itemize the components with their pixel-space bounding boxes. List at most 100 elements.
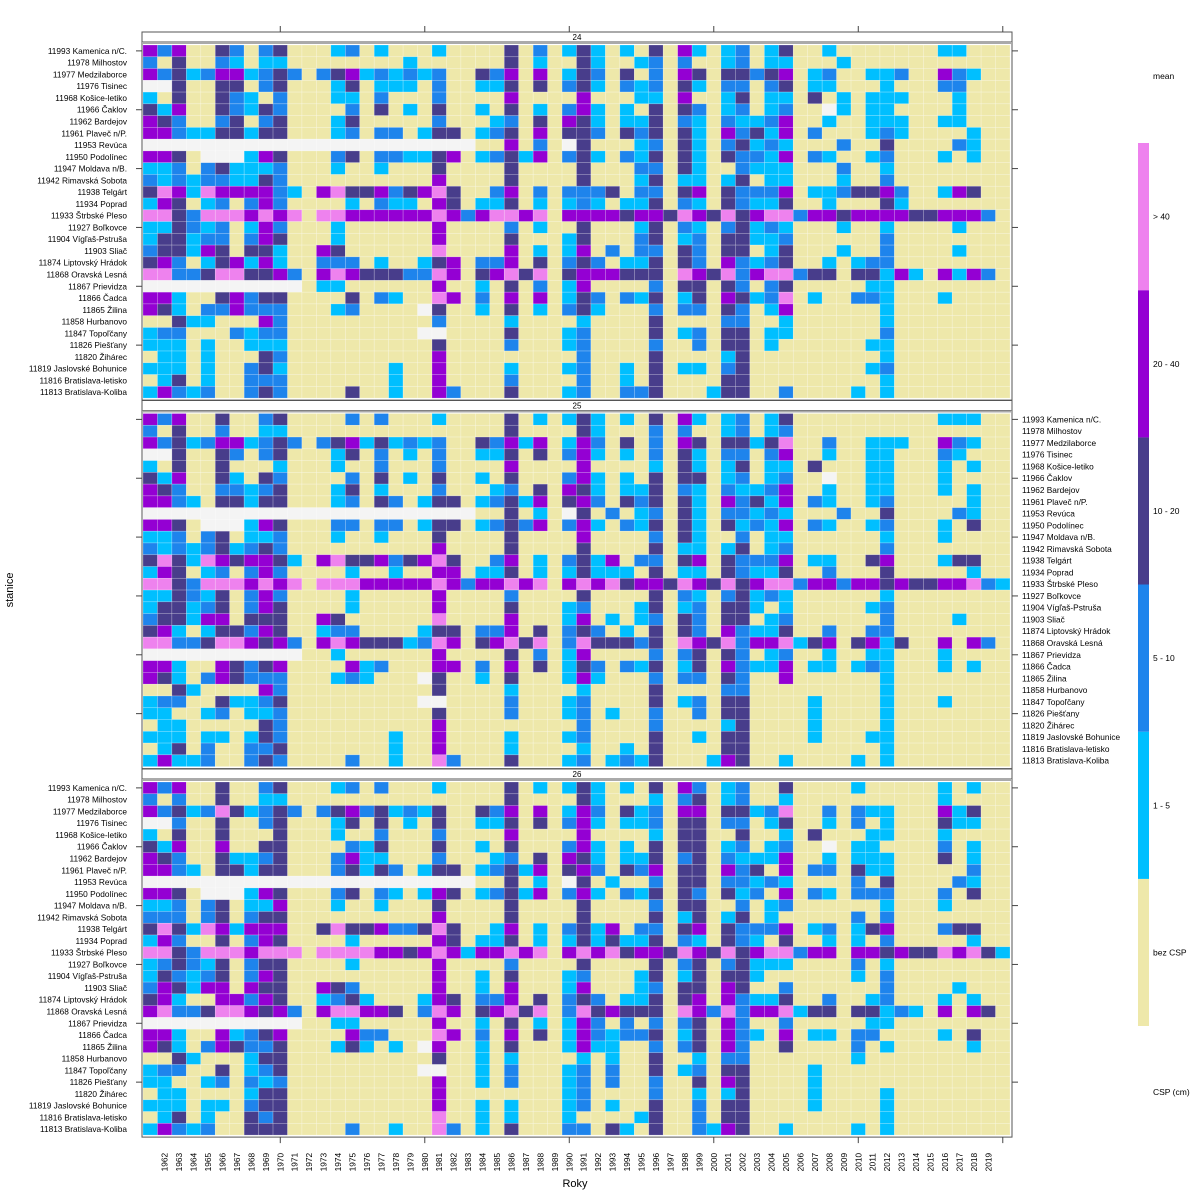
heatmap-cell <box>778 221 794 234</box>
heatmap-cell <box>171 981 187 995</box>
heatmap-cell <box>330 981 346 995</box>
heatmap-cell <box>937 566 953 579</box>
heatmap-cell <box>503 970 519 983</box>
heatmap-cell <box>489 162 505 175</box>
heatmap-cell <box>186 138 202 152</box>
heatmap-cell <box>836 922 852 936</box>
heatmap-cell <box>922 754 939 767</box>
heatmap-cell <box>648 327 664 340</box>
heatmap-cell <box>446 719 462 732</box>
heatmap-cell <box>475 958 491 971</box>
heatmap-cell <box>402 386 418 399</box>
heatmap-cell <box>518 209 534 222</box>
heatmap-cell <box>879 162 895 175</box>
heatmap-cell <box>778 138 794 152</box>
heatmap-cell <box>850 519 866 532</box>
heatmap-cell <box>778 436 794 450</box>
heatmap-cell <box>344 625 361 638</box>
heatmap-cell <box>214 268 230 281</box>
heatmap-cell <box>142 150 158 163</box>
heatmap-cell <box>619 887 635 900</box>
heatmap-cell <box>807 127 823 140</box>
heatmap-cell <box>186 672 202 685</box>
heatmap-cell <box>677 495 693 508</box>
heatmap-cell <box>561 946 577 959</box>
heatmap-cell <box>590 472 606 485</box>
heatmap-cell <box>792 1040 808 1054</box>
heatmap-cell <box>388 91 404 105</box>
heatmap-cell <box>966 91 982 105</box>
heatmap-cell <box>561 864 577 877</box>
heatmap-cell <box>475 362 491 375</box>
heatmap-cell <box>648 1017 664 1030</box>
heatmap-cell <box>677 338 693 352</box>
heatmap-cell <box>995 875 1011 889</box>
heatmap-cell <box>344 922 361 936</box>
heatmap-cell <box>330 683 346 697</box>
heatmap-cell <box>489 460 505 473</box>
heatmap-cell <box>532 150 548 163</box>
heatmap-cell <box>214 530 230 544</box>
heatmap-cell <box>359 374 375 387</box>
heatmap-cell <box>446 268 462 281</box>
heatmap-cell <box>605 899 621 912</box>
heatmap-cell <box>966 1028 982 1042</box>
heatmap-cell <box>706 719 722 732</box>
heatmap-cell <box>417 80 433 93</box>
heatmap-cell <box>792 280 808 293</box>
heatmap-cell <box>229 374 245 387</box>
heatmap-cell <box>720 934 736 948</box>
heatmap-cell <box>619 315 635 328</box>
heatmap-cell <box>301 338 317 352</box>
heatmap-cell <box>489 981 505 995</box>
heatmap-cell <box>807 197 823 211</box>
heatmap-cell <box>995 793 1011 806</box>
heatmap-cell <box>922 460 939 473</box>
heatmap-cell <box>258 138 274 152</box>
heatmap-cell <box>475 483 491 497</box>
heatmap-cell <box>142 1017 158 1030</box>
heatmap-cell <box>518 828 534 842</box>
heatmap-cell <box>243 507 259 520</box>
heatmap-cell <box>214 707 230 720</box>
heatmap-cell <box>807 115 823 128</box>
heatmap-cell <box>142 386 158 399</box>
heatmap-cell <box>446 115 462 128</box>
heatmap-cell <box>200 864 216 877</box>
heatmap-cell <box>966 554 982 567</box>
heatmap-cell <box>720 221 736 234</box>
heatmap-cell <box>243 566 259 579</box>
heatmap-cell <box>431 91 447 105</box>
heatmap-cell <box>633 993 650 1006</box>
heatmap-cell <box>446 730 462 744</box>
heatmap-cell <box>402 899 418 912</box>
heatmap-cell <box>460 981 476 995</box>
heatmap-cell <box>576 374 592 387</box>
heatmap-cell <box>908 730 924 744</box>
heatmap-cell <box>417 280 433 293</box>
heatmap-cell <box>908 1005 924 1018</box>
heatmap-cell <box>576 68 592 81</box>
heatmap-cell <box>547 934 563 948</box>
heatmap-cell <box>446 934 462 948</box>
heatmap-cell <box>503 613 519 626</box>
heatmap-cell <box>648 946 664 959</box>
heatmap-cell <box>373 460 389 473</box>
heatmap-cell <box>489 127 505 140</box>
heatmap-cell <box>807 566 823 579</box>
heatmap-cell <box>590 303 606 317</box>
heatmap-cell <box>460 946 476 959</box>
heatmap-cell <box>764 805 780 818</box>
heatmap-cell <box>258 209 274 222</box>
heatmap-cell <box>865 127 881 140</box>
heatmap-cell <box>619 209 635 222</box>
heatmap-cell <box>316 256 332 269</box>
heatmap-cell <box>402 613 418 626</box>
heatmap-cell <box>894 852 910 865</box>
heatmap-cell <box>475 730 491 744</box>
heatmap-cell <box>662 781 678 795</box>
heatmap-cell <box>792 362 808 375</box>
heatmap-cell <box>619 233 635 246</box>
heatmap-cell <box>995 244 1011 258</box>
heatmap-cell <box>171 970 187 983</box>
